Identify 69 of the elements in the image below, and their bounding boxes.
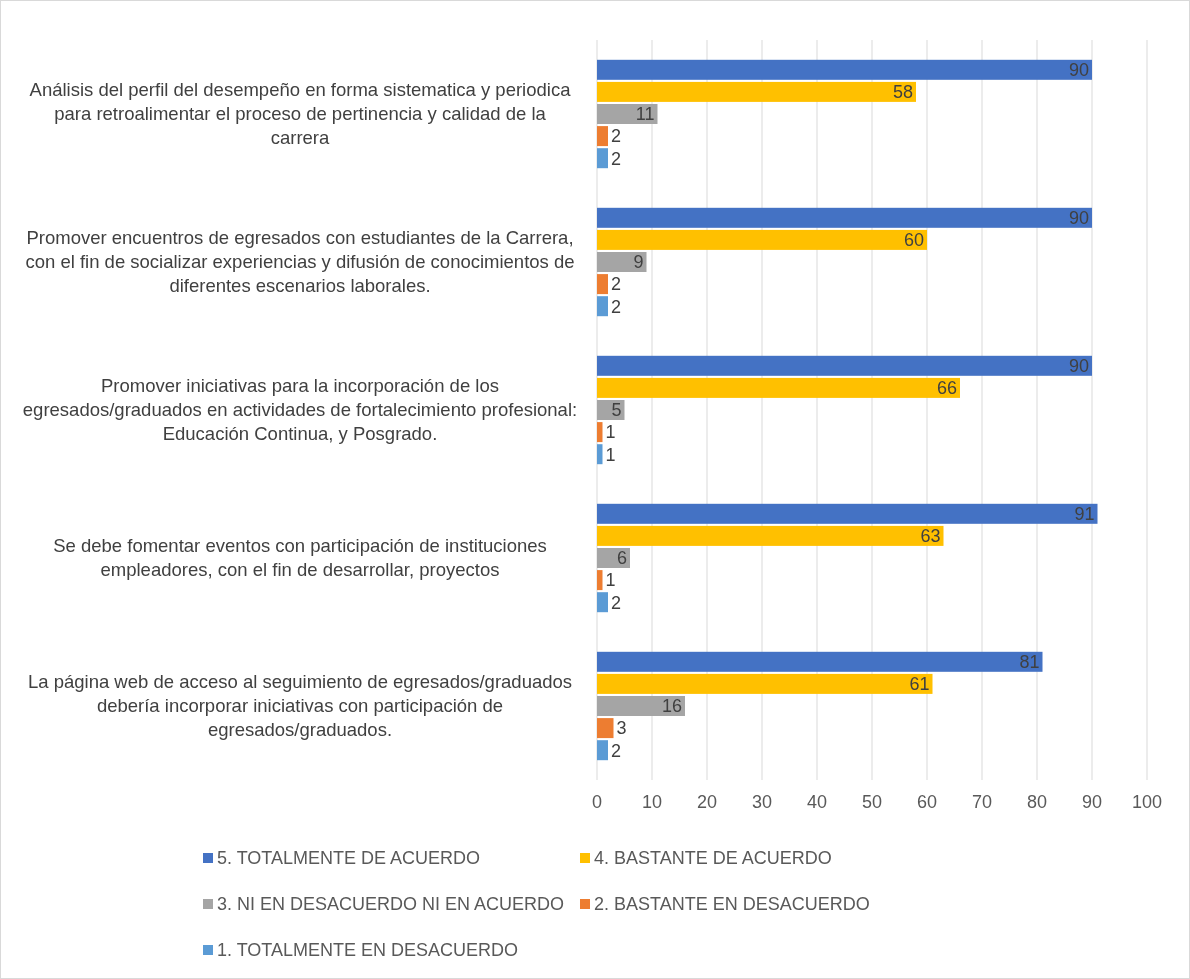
x-tick-label: 60: [916, 792, 938, 812]
y-tick-label: Promover iniciativas para la incorporación de los egresados/graduados en actividades de fortalecimiento profesional: Educación Continua, y Posgrado.: [22, 375, 578, 445]
bar: [597, 444, 603, 465]
legend-label: 5. TOTALMENTE DE ACUERDO: [217, 848, 481, 869]
data-label: 63: [920, 526, 941, 547]
bar: [597, 592, 608, 613]
data-label: 5: [611, 400, 622, 421]
data-label: 2: [611, 148, 622, 169]
bar: [597, 718, 614, 739]
y-tick-label: Análisis del perfil del desempeño en forma sistematica y periodica para retroalimentar el proceso de pertinencia y calidad de la carrera: [29, 79, 572, 149]
data-label: 90: [1068, 60, 1089, 81]
data-label: 6: [616, 548, 627, 569]
x-tick-label: 70: [971, 792, 993, 812]
x-tick-label: 10: [641, 792, 663, 812]
data-label: 66: [936, 378, 957, 399]
y-tick-label: Se debe fomentar eventos con participación de instituciones empleadores, con el fin de desarrollar, proyectos: [53, 535, 547, 581]
bar: [597, 525, 944, 546]
bar: [597, 104, 658, 124]
data-label: 2: [611, 126, 622, 147]
bar: [597, 570, 603, 591]
bar: [597, 207, 1092, 228]
data-label: 91: [1074, 504, 1095, 525]
data-label: 61: [909, 674, 930, 695]
data-label: 81: [1019, 652, 1040, 673]
data-label: 90: [1068, 208, 1089, 229]
bar: [597, 229, 927, 250]
data-label: 9: [633, 252, 644, 273]
x-tick-label: 40: [806, 792, 828, 812]
x-tick-label: 50: [861, 792, 883, 812]
bar: [597, 59, 1092, 80]
x-tick-label: 90: [1081, 792, 1103, 812]
data-label: 60: [903, 230, 924, 251]
x-tick-label: 100: [1131, 792, 1163, 812]
bar: [597, 252, 647, 272]
x-tick-label: 30: [751, 792, 773, 812]
bar: [597, 696, 685, 716]
data-label: 90: [1068, 356, 1089, 377]
bar: [597, 126, 608, 147]
data-label: 16: [661, 696, 682, 717]
legend-label: 1. TOTALMENTE EN DESACUERDO: [217, 940, 519, 961]
bar: [597, 673, 933, 694]
legend-label: 3. NI EN DESACUERDO NI EN ACUERDO: [217, 894, 565, 915]
data-label: 3: [616, 718, 627, 739]
x-tick-label: 80: [1026, 792, 1048, 812]
bar: [597, 651, 1043, 672]
data-label: 1: [605, 570, 616, 591]
bar: [597, 274, 608, 295]
data-label: 11: [635, 104, 655, 125]
bar: [597, 503, 1098, 524]
legend-label: 4. BASTANTE DE ACUERDO: [594, 848, 832, 869]
bar: [597, 377, 960, 398]
data-label: 1: [605, 444, 616, 465]
data-label: 2: [611, 592, 622, 613]
bar: [597, 355, 1092, 376]
bar: [597, 740, 608, 761]
data-label: 1: [605, 422, 616, 443]
data-label: 2: [611, 274, 622, 295]
x-tick-label: 0: [591, 792, 603, 812]
bar: [597, 81, 916, 102]
bar: [597, 422, 603, 443]
x-tick-label: 20: [696, 792, 718, 812]
bar: [597, 296, 608, 317]
y-tick-label: La página web de acceso al seguimiento de egresados/graduados debería incorporar iniciativas con participación de egresados/graduados.: [27, 671, 573, 741]
data-label: 58: [892, 82, 913, 103]
legend-label: 2. BASTANTE EN DESACUERDO: [594, 894, 870, 915]
bar: [597, 148, 608, 169]
data-label: 2: [611, 740, 622, 761]
data-label: 2: [611, 296, 622, 317]
y-tick-label: Promover encuentros de egresados con estudiantes de la Carrera, con el fin de socializar experiencias y difusión de conocimientos de diferentes escenarios laborales.: [25, 227, 575, 297]
